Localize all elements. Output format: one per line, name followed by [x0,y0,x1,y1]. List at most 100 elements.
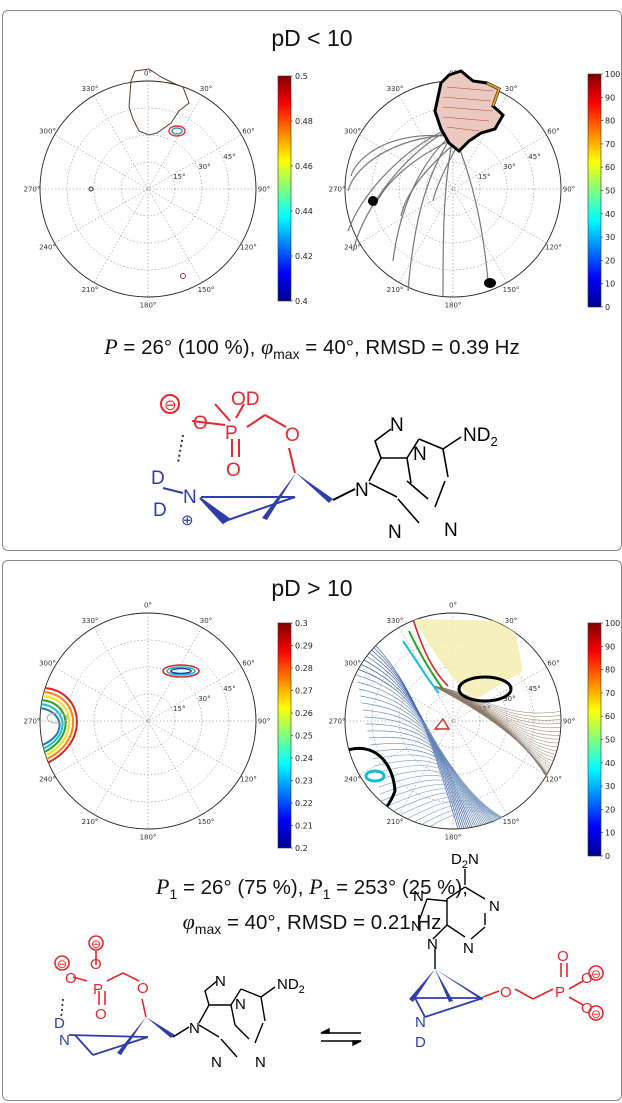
svg-text:D: D [415,1034,426,1051]
angle-tick-label: 180° [445,834,462,842]
probability-region-edge [486,82,501,107]
svg-text:⊖: ⊖ [57,957,67,971]
angle-tick-label: 90° [258,718,270,726]
panel-graphics: 0°30°60°90°120°150°180°210°240°270°300°3… [24,602,621,1072]
colorbar-tick-label: 0.24 [295,754,313,763]
colorbar-tick-label: 50 [605,187,615,196]
colorbar-tick-label: 0.42 [295,252,313,261]
svg-text:N: N [463,940,474,957]
polar-plot-left: 0° 30° 60° 90° 120° 150° 180° 210° 240° 270° 300° 3… [24,70,271,310]
atom-OD: OD [231,389,260,410]
angle-tick-label: 270° [329,186,346,194]
angle-tick-label: 300° [344,128,361,136]
colorbar-tick-label: 70 [605,140,615,149]
angle-tick-label: 300° [39,660,56,668]
colorbar-tick-label: 60 [605,163,615,172]
angle-tick-label: 270° [24,718,41,726]
colorbar-tick-label: 30 [605,233,615,242]
colorbar-tick-label: 90 [605,642,615,651]
atom-N: N [390,415,404,436]
colorbar-tick-label: 0.28 [295,664,313,673]
charge-plus: ⊕ [181,512,194,529]
svg-text:O: O [581,1000,593,1017]
fit-result-line1: P1 = 26° (75 %), P1 = 253° (25 %), [156,874,468,903]
colorbar-tick-label: 0.46 [295,162,313,171]
radial-tick-label: 45° [223,153,235,161]
angle-tick-label: 180° [140,834,157,842]
angle-tick-label: 240° [344,244,361,252]
angle-tick-label: 0° [144,70,152,78]
colorbar-tick-label: 0.5 [295,72,308,81]
angle-tick-label: 180° [140,302,157,310]
fit-result-line2: φmax = 40°, RMSD = 0.21 Hz [182,909,442,938]
colorbar-tick-label: 0.25 [295,732,313,741]
svg-text:O: O [137,980,149,997]
phosphonate-group [160,394,287,457]
angle-tick-label: 330° [387,85,404,93]
angle-tick-label: 150° [503,818,520,826]
svg-text:N: N [413,888,424,905]
angle-tick-label: 240° [344,776,361,784]
angle-tick-label: 90° [258,186,270,194]
colorbar-tick-label: 50 [605,736,615,745]
colorbar-tick-label: 0.29 [295,642,313,651]
angle-tick-label: 60° [547,128,559,136]
colorbar-tick-label: 100 [605,619,620,628]
colorbar-tick-label: 0.22 [295,799,313,808]
colorbar-tick-label: 0.2 [295,844,308,853]
angle-tick-label: 210° [387,286,404,294]
colorbar-tick-label: 0.21 [295,822,313,831]
chemical-structure-left: ⊖ ⊖ O O P O O D N [54,935,305,1071]
angle-tick-label: 120° [545,244,562,252]
atom-P: P [225,423,238,444]
atom-N: N [444,520,458,541]
fit-result: P = 26° (100 %), φmax = 40°, RMSD = 0.39… [104,334,520,363]
atom-N: N [413,444,427,465]
colorbar-tick-label: 20 [605,805,615,814]
colorbar-left [277,75,292,302]
svg-text:N: N [427,936,438,953]
svg-text:N: N [235,996,246,1013]
angle-tick-label: 60° [547,660,559,668]
colorbar-left-ticks: 0.5 0.48 0.46 0.44 0.42 0.4 [291,72,313,306]
contour-marker [88,186,94,192]
angle-tick-label: 330° [387,617,404,625]
colorbar-tick-label: 0.48 [295,117,313,126]
svg-text:O: O [65,970,77,987]
angle-tick-label: 120° [240,244,257,252]
chemical-structure-top: ⊖ O OD P O O D N D ⊕ [151,389,498,543]
svg-text:⊖: ⊖ [591,1007,601,1021]
figure-panel-high-pd: pD > 10 0° 30° 60° 90° 120° 150° 180° 210° 240° 2… [2,560,622,1101]
svg-text:N: N [255,1054,266,1071]
svg-text:⊖: ⊖ [91,937,101,951]
colorbar-left-ticks: 0.3 0.29 0.28 0.27 0.26 0.25 0.24 0.23 0.22 0.21 0… [291,619,313,853]
angle-tick-label: 0° [449,602,457,610]
atom-N: N [183,487,197,508]
svg-text:N: N [489,898,500,915]
colorbar-left [277,622,292,849]
svg-text:D: D [54,1015,65,1032]
atom-O: O [285,425,300,446]
polar-plot-right: 0° 30° 60° 90° 120° 150° 180° 210° 240° 270° 300° 3… [329,602,576,842]
svg-text:N: N [215,973,226,990]
colorbar-tick-label: 80 [605,666,615,675]
colorbar-right [587,73,602,308]
svg-text:N: N [415,1014,426,1031]
contour-marker [180,273,186,279]
colorbar-tick-label: 40 [605,210,615,219]
colorbar-tick-label: 20 [605,256,615,265]
equilibrium-arrows [320,1027,362,1047]
angle-tick-label: 300° [39,128,56,136]
colorbar-tick-label: 30 [605,782,615,791]
colorbar-tick-label: 80 [605,117,615,126]
panel-title: pD < 10 [271,25,353,51]
atom-N: N [388,522,402,543]
svg-text:N: N [411,918,422,935]
angle-tick-label: 150° [198,818,215,826]
angle-tick-label: 330° [82,617,99,625]
angle-tick-label: 60° [242,128,254,136]
svg-text:O: O [90,956,102,973]
panel-graphics: 0°30°60°90°120°150°180°210°240°270°300°3… [24,68,620,543]
chemical-structure-right: D2N N N N N N N [409,851,604,1051]
